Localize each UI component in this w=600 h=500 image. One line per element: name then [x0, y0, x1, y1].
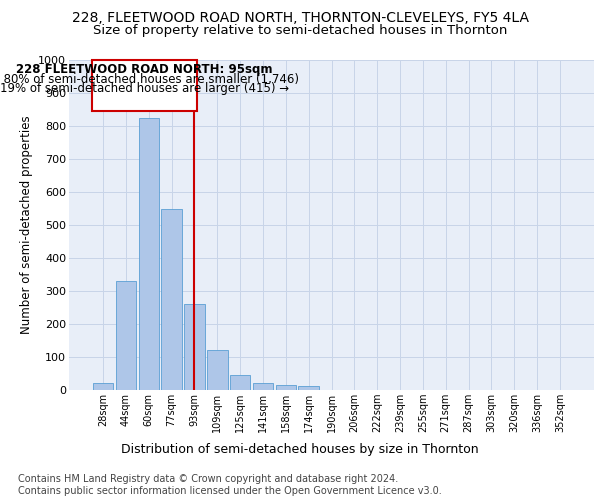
Bar [93, 382, 113, 390]
Bar [161, 208, 182, 390]
Y-axis label: Number of semi-detached properties: Number of semi-detached properties [20, 116, 32, 334]
Text: 228, FLEETWOOD ROAD NORTH, THORNTON-CLEVELEYS, FY5 4LA: 228, FLEETWOOD ROAD NORTH, THORNTON-CLEV… [71, 11, 529, 25]
FancyBboxPatch shape [92, 60, 197, 111]
Text: Size of property relative to semi-detached houses in Thornton: Size of property relative to semi-detach… [93, 24, 507, 37]
Text: 19% of semi-detached houses are larger (415) →: 19% of semi-detached houses are larger (… [0, 82, 289, 94]
Bar [184, 304, 205, 390]
Text: Contains public sector information licensed under the Open Government Licence v3: Contains public sector information licen… [18, 486, 442, 496]
Bar [230, 375, 250, 390]
Bar [253, 382, 273, 390]
Text: Contains HM Land Registry data © Crown copyright and database right 2024.: Contains HM Land Registry data © Crown c… [18, 474, 398, 484]
Bar [275, 385, 296, 390]
Bar [116, 281, 136, 390]
Text: 228 FLEETWOOD ROAD NORTH: 95sqm: 228 FLEETWOOD ROAD NORTH: 95sqm [16, 62, 272, 76]
Bar [298, 386, 319, 390]
Text: ← 80% of semi-detached houses are smaller (1,746): ← 80% of semi-detached houses are smalle… [0, 72, 299, 86]
Text: Distribution of semi-detached houses by size in Thornton: Distribution of semi-detached houses by … [121, 442, 479, 456]
Bar [207, 350, 227, 390]
Bar [139, 118, 159, 390]
